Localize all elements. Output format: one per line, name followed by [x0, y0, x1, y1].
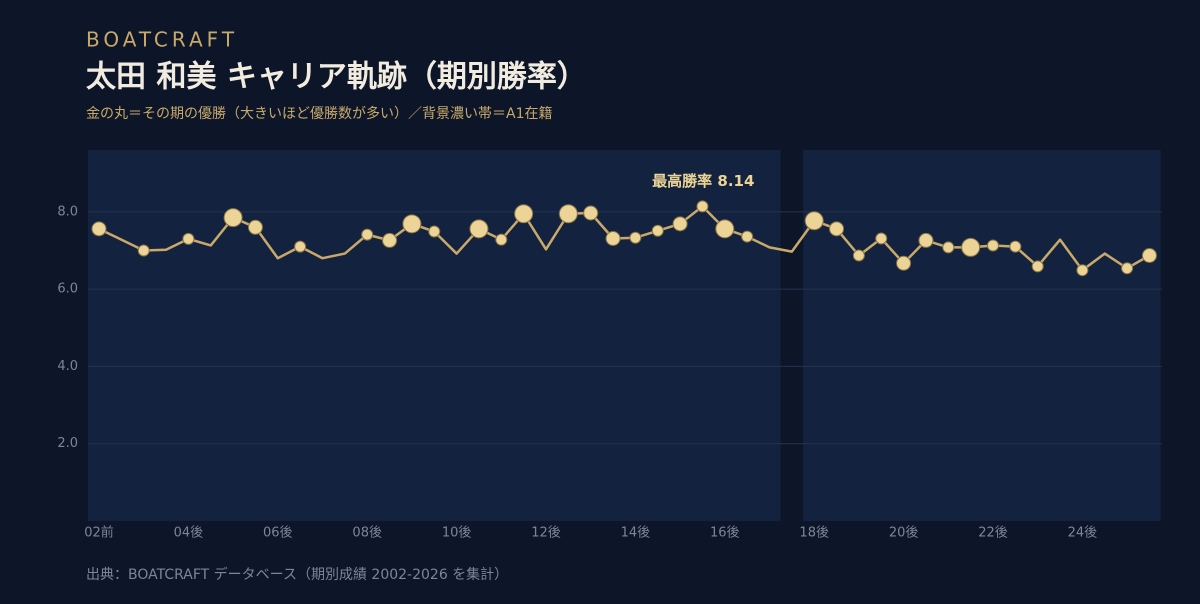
y-tick-label: 2.0 [57, 436, 78, 451]
win-marker [402, 214, 422, 234]
win-marker [651, 224, 664, 237]
win-marker [495, 233, 508, 246]
y-tick-label: 8.0 [57, 204, 78, 219]
x-tick-label: 14後 [621, 526, 651, 541]
source: 出典：BOATCRAFT データベース（期別成績 2002-2026 を集計） [86, 566, 508, 583]
subtitle: 金の丸＝その期の優勝（大きいほど優勝数が多い）／背景濃い帯＝A1在籍 [86, 105, 552, 122]
a1-band [803, 150, 1161, 521]
max-label: 最高勝率 [652, 172, 712, 190]
x-tick-label: 02前 [84, 525, 114, 541]
win-marker [469, 219, 489, 239]
win-marker [1121, 262, 1134, 275]
win-marker [1031, 260, 1044, 273]
a1-band [88, 150, 781, 521]
win-marker [137, 244, 150, 257]
win-marker [361, 228, 374, 241]
x-tick-label: 20後 [889, 526, 919, 541]
win-marker [715, 219, 735, 239]
win-marker [583, 205, 599, 221]
x-tick-label: 22後 [978, 526, 1008, 541]
x-tick-label: 04後 [174, 526, 204, 541]
y-tick-label: 6.0 [57, 282, 78, 297]
win-marker [223, 208, 243, 228]
win-marker [961, 237, 981, 257]
win-marker [605, 230, 621, 246]
max-annotation: 最高勝率 8.14 [652, 172, 754, 190]
win-marker [672, 216, 688, 232]
x-tick-label: 12後 [531, 526, 561, 541]
win-marker [428, 225, 441, 238]
win-marker [741, 230, 754, 243]
x-tick-label: 16後 [710, 526, 740, 541]
win-marker [247, 219, 263, 235]
win-marker [91, 221, 107, 237]
x-tick-label: 06後 [263, 526, 293, 541]
win-marker [896, 255, 912, 271]
win-marker [514, 204, 534, 224]
win-marker [294, 240, 307, 253]
win-marker [918, 232, 934, 248]
win-marker [875, 232, 888, 245]
win-marker [182, 232, 195, 245]
win-marker [1141, 248, 1157, 264]
win-marker [1076, 264, 1089, 277]
win-marker [804, 211, 824, 231]
x-tick-label: 18後 [799, 526, 829, 541]
x-tick-label: 10後 [442, 526, 472, 541]
y-tick-label: 4.0 [57, 359, 78, 374]
win-marker [1009, 240, 1022, 253]
chart-title: 太田 和美 キャリア軌跡（期別勝率） [86, 60, 587, 95]
win-marker [942, 241, 955, 254]
win-marker [629, 231, 642, 244]
brand: BOATCRAFT [86, 28, 238, 52]
win-marker [558, 204, 578, 224]
x-tick-label: 24後 [1068, 526, 1098, 541]
win-marker [852, 249, 865, 262]
win-marker [382, 232, 398, 248]
x-tick-label: 08後 [352, 526, 382, 541]
win-marker [696, 200, 709, 213]
win-marker [987, 239, 999, 252]
max-value: 8.14 [717, 172, 754, 190]
win-marker [829, 221, 845, 237]
